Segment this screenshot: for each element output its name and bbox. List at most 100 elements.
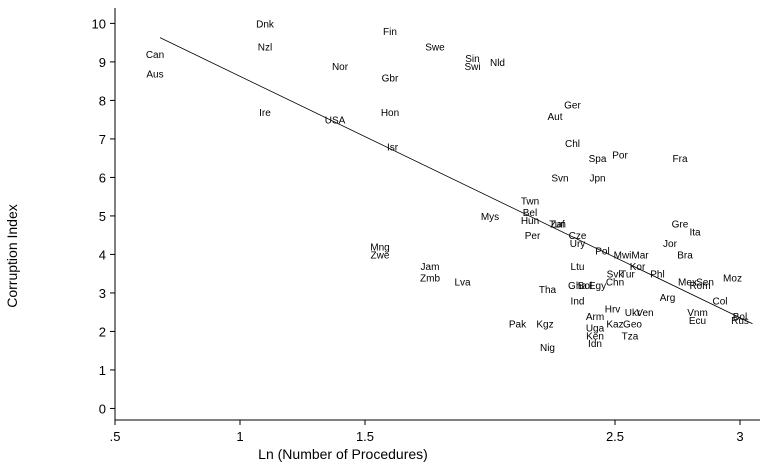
point-label-chn: Chn: [606, 277, 624, 288]
point-label-twn: Twn: [521, 197, 539, 208]
point-label-ecu: Ecu: [689, 316, 706, 327]
point-label-swe: Swe: [425, 43, 445, 54]
point-label-usa: USA: [325, 116, 346, 127]
x-tick-label: 2.5: [606, 429, 624, 444]
point-label-bel: Bel: [523, 208, 537, 219]
point-label-sin: Sin: [465, 54, 479, 65]
point-label-tha: Tha: [539, 285, 557, 296]
y-tick-label: 5: [99, 209, 106, 224]
point-label-pol: Pol: [595, 247, 609, 258]
y-tick-label: 6: [99, 170, 106, 185]
point-label-swi: Swi: [464, 62, 480, 73]
x-tick-label: 3: [736, 429, 743, 444]
point-label-mng: Mng: [370, 243, 389, 254]
point-label-rom: Rom: [689, 281, 710, 292]
y-ticks: 0 1 2 3 4 5 6 7 8 9 10: [92, 16, 115, 416]
point-label-jor: Jor: [663, 239, 678, 250]
point-label-svk: Svk: [607, 270, 625, 281]
point-label-zmb: Zmb: [420, 274, 440, 285]
y-tick-label: 10: [92, 16, 106, 31]
point-label-ind: Ind: [571, 297, 585, 308]
x-ticks: .5 1 1.5 2.5 3: [110, 420, 744, 444]
x-tick-label: 1.5: [356, 429, 374, 444]
point-label-egy: Egy: [589, 281, 606, 292]
point-label-ury: Ury: [570, 239, 586, 250]
point-label-hon: Hon: [381, 108, 399, 119]
point-label-ita: Ita: [689, 227, 701, 238]
y-tick-label: 3: [99, 286, 106, 301]
y-tick-label: 2: [99, 324, 106, 339]
y-tick-label: 0: [99, 401, 106, 416]
point-label-pak: Pak: [509, 320, 527, 331]
point-label-aus: Aus: [146, 69, 163, 80]
point-label-kgz: Kgz: [536, 320, 553, 331]
point-label-bol: Bol: [733, 312, 747, 323]
point-label-kaz: Kaz: [606, 320, 623, 331]
point-label-svn: Svn: [551, 173, 568, 184]
point-label-ger: Ger: [564, 100, 581, 111]
point-label-zwe: Zwe: [371, 250, 390, 261]
point-label-geo: Geo: [623, 320, 642, 331]
x-tick-label: .5: [110, 429, 121, 444]
y-tick-label: 8: [99, 93, 106, 108]
point-label-idn: Idn: [588, 339, 602, 350]
point-label-por: Por: [612, 150, 628, 161]
point-label-fin: Fin: [383, 27, 397, 38]
point-label-ire: Ire: [259, 108, 271, 119]
point-label-bra: Bra: [677, 250, 693, 261]
point-label-nzl: Nzl: [258, 43, 272, 54]
point-label-fra: Fra: [673, 154, 688, 165]
point-label-cze: Cze: [569, 231, 587, 242]
point-label-chl: Chl: [565, 139, 580, 150]
point-label-hun: Hun: [521, 216, 539, 227]
point-label-nig: Nig: [540, 343, 555, 354]
point-label-ken: Ken: [586, 331, 604, 342]
y-tick-label: 1: [99, 363, 106, 378]
point-label-spa: Spa: [589, 154, 607, 165]
point-label-rus: Rus: [731, 316, 749, 327]
x-tick-label: 1: [236, 429, 243, 444]
point-label-col: Col: [712, 297, 727, 308]
point-label-dnk: Dnk: [256, 19, 275, 30]
point-label-phl: Phl: [650, 270, 664, 281]
point-label-gha: Gha: [568, 281, 587, 292]
point-label-arg: Arg: [660, 293, 676, 304]
point-label-mwi: Mwi: [614, 250, 632, 261]
point-label-can: Can: [146, 50, 164, 61]
point-label-bol: Bol: [578, 281, 592, 292]
point-label-ven: Ven: [636, 308, 653, 319]
point-label-nor: Nor: [332, 62, 349, 73]
fit-line: [159, 37, 753, 325]
y-tick-label: 9: [99, 55, 106, 70]
point-label-isr: Isr: [387, 143, 399, 154]
y-axis: 0 1 2 3 4 5 6 7 8 9 10: [92, 8, 116, 420]
point-label-nld: Nld: [490, 58, 505, 69]
point-label-zaf: Zaf: [550, 220, 565, 231]
point-label-tza: Tza: [622, 331, 639, 342]
point-label-gbr: Gbr: [382, 73, 399, 84]
x-axis: .5 1 1.5 2.5 3: [110, 419, 760, 444]
point-label-sen: Sen: [696, 277, 714, 288]
point-label-ukr: Ukr: [625, 308, 641, 319]
point-label-per: Per: [525, 231, 541, 242]
point-label-aut: Aut: [547, 112, 562, 123]
point-label-jam: Jam: [421, 262, 440, 273]
x-axis-label: Ln (Number of Procedures): [258, 446, 428, 462]
point-label-gre: Gre: [672, 220, 689, 231]
y-axis-label: Corruption Index: [4, 204, 20, 308]
point-label-uga: Uga: [586, 324, 605, 335]
point-label-tun: Tun: [549, 220, 566, 231]
point-label-ltu: Ltu: [571, 262, 585, 273]
point-label-hrv: Hrv: [605, 304, 621, 315]
point-label-mar: Mar: [631, 250, 649, 261]
y-tick-label: 4: [99, 247, 106, 262]
point-label-moz: Moz: [723, 274, 742, 285]
point-label-mex: Mex: [678, 277, 697, 288]
point-label-vnm: Vnm: [687, 308, 708, 319]
point-label-mys: Mys: [481, 212, 499, 223]
point-label-tur: Tur: [620, 270, 635, 281]
y-tick-label: 7: [99, 132, 106, 147]
point-label-lva: Lva: [454, 277, 471, 288]
